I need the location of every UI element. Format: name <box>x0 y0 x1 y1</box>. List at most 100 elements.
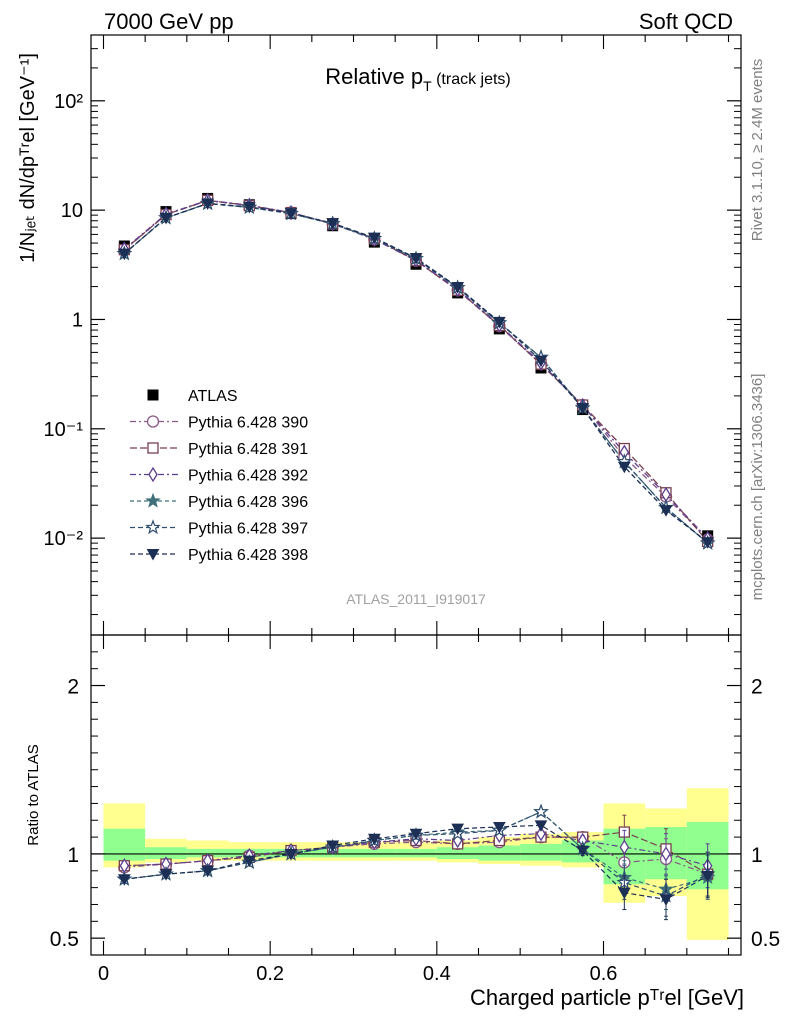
top-y-tick-label: 1 <box>72 309 83 331</box>
main-panel: 10⁻² 10⁻¹ 1 10 10² <box>44 34 742 636</box>
ratio-y-tick-label: 0.5 <box>50 928 79 951</box>
legend-marker <box>146 415 160 428</box>
series-point <box>242 201 256 214</box>
x-tick-label: 0.2 <box>256 963 284 985</box>
ratio-point <box>619 839 630 855</box>
ratio-line <box>124 836 708 875</box>
ratio-panel-ticks: 0.5 0.5 1 1 2 2 0 0.2 0.4 0.6 <box>50 635 780 985</box>
ratio-point <box>242 855 256 868</box>
category-label: Soft QCD <box>639 9 733 34</box>
ratio-point <box>409 828 423 841</box>
top-y-tick-label: 10⁻² <box>44 528 84 550</box>
ratio-point <box>701 870 715 883</box>
ratio-point <box>201 865 215 878</box>
ratio-point <box>534 820 548 832</box>
ratio-point <box>536 825 546 842</box>
green-band-bin <box>478 845 521 861</box>
rivet-label: Rivet 3.1.10, ≥ 2.4M events <box>749 59 766 242</box>
plot-title-main: Relative p <box>325 64 423 89</box>
ratio-panel: 0.5 0.5 1 1 2 2 0 0.2 0.4 0.6 <box>50 634 780 985</box>
atlas-data <box>118 192 714 542</box>
series-pythia-6.428-392 <box>123 199 709 540</box>
series-markers <box>118 194 714 546</box>
ratio-point <box>326 840 340 853</box>
ratio-y-tick-label-right: 2 <box>751 676 763 699</box>
ratio-y-tick-label: 2 <box>67 676 79 699</box>
series-point <box>159 212 173 225</box>
legend-label: Pythia 6.428 398 <box>188 547 308 564</box>
top-y-tick-label: 10 <box>61 200 83 222</box>
series-line <box>123 199 709 540</box>
legend-marker <box>148 466 158 483</box>
ratio-y-tick-label-right: 0.5 <box>751 928 780 951</box>
series-point <box>451 282 465 294</box>
top-y-tick-label: 10⁻¹ <box>44 419 84 441</box>
plot-title: Relative pT (track jets) <box>325 64 511 94</box>
x-tick-label: 0.6 <box>590 963 618 985</box>
series-point <box>659 505 673 517</box>
green-band-bin <box>353 848 396 858</box>
main-panel-frame <box>90 34 742 636</box>
legend-marker <box>146 549 160 561</box>
legend-marker <box>147 389 159 401</box>
main-panel-series <box>116 192 716 550</box>
top-ylabel: 1/Nⱼₑₜ dN/dpᵀʳel [GeV⁻¹] <box>17 53 39 263</box>
analysis-id: ATLAS_2011_I919017 <box>346 591 486 607</box>
ratio-line <box>124 824 708 901</box>
ratio-point <box>576 845 590 858</box>
green-band-bin <box>395 848 437 858</box>
legend-marker <box>145 492 161 508</box>
legend-label: Pythia 6.428 391 <box>188 441 308 458</box>
mcplots-label: mcplots.cern.ch [arXiv:1306.3436] <box>749 374 766 601</box>
series-point <box>617 461 631 474</box>
legend-label: Pythia 6.428 397 <box>188 521 308 538</box>
green-band-bin <box>103 828 146 861</box>
ratio-point <box>659 894 673 906</box>
ratio-point <box>117 874 131 886</box>
green-band-bin <box>145 847 187 859</box>
ratio-point <box>367 833 381 846</box>
ratio-series-pythia-6.428-398 <box>117 820 715 921</box>
main-panel-ticks: 10⁻² 10⁻¹ 1 10 10² <box>44 34 741 635</box>
ratio-panel-frame <box>90 634 742 956</box>
legend-label: Pythia 6.428 392 <box>188 468 308 485</box>
x-axis-label: Charged particle pᵀʳel [GeV] <box>470 985 744 1010</box>
series-point <box>367 232 381 245</box>
plot-title-suffix: (track jets) <box>432 71 511 88</box>
legend-label: Pythia 6.428 390 <box>188 415 308 432</box>
series-markers <box>117 198 715 549</box>
series-point <box>409 253 423 265</box>
series-point <box>492 316 506 329</box>
ratio-point <box>159 869 173 881</box>
ratio-point <box>492 822 506 834</box>
series-point <box>534 355 548 368</box>
series-point <box>326 218 340 230</box>
green-band-bin <box>436 847 479 859</box>
energy-label: 7000 GeV pp <box>104 9 234 34</box>
top-y-tick-label: 10² <box>54 91 83 113</box>
x-tick-label: 0.4 <box>423 963 451 985</box>
legend-marker <box>147 442 159 454</box>
plot-title-sub: T <box>423 78 432 94</box>
legend: ATLAS Pythia 6.428 390 Pythia 6.428 391 Pyt… <box>130 388 308 564</box>
ratio-point <box>617 887 631 900</box>
series-point <box>576 402 590 415</box>
x-tick-label: 0 <box>98 963 109 985</box>
series-markers <box>119 192 713 547</box>
ratio-y-tick-label-right: 1 <box>751 844 763 867</box>
ratio-ylabel: Ratio to ATLAS <box>25 744 42 845</box>
legend-marker <box>145 519 161 535</box>
series-point <box>201 198 215 211</box>
series-point <box>284 208 298 220</box>
ratio-y-tick-label: 1 <box>67 844 79 867</box>
legend-label: Pythia 6.428 396 <box>188 494 308 511</box>
series-point <box>117 248 131 261</box>
series-point <box>701 537 715 549</box>
ratio-point <box>661 846 671 862</box>
ratio-point <box>284 848 298 861</box>
ratio-bands <box>103 788 729 940</box>
ratio-point <box>533 803 549 819</box>
legend-label: ATLAS <box>188 388 238 405</box>
green-band-bin <box>520 843 562 861</box>
